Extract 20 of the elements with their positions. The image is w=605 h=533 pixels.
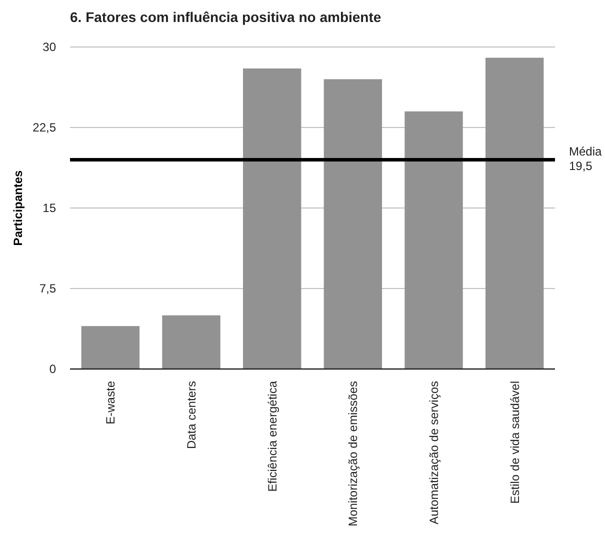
chart-title: 6. Fatores com influência positiva no ambiente (70, 9, 382, 25)
bar (485, 58, 544, 369)
y-tick-label: 15 (42, 200, 56, 215)
x-tick-label: Eficiência energética (265, 380, 280, 492)
x-tick-label: Data centers (184, 381, 198, 450)
y-tick-label: 22,5 (32, 120, 56, 134)
ref-line-label: Média 19,5 (569, 144, 602, 174)
y-tick-label: 7,5 (39, 281, 56, 296)
bar (162, 315, 220, 369)
x-tick-label: Estilo de vida saudável (508, 381, 522, 504)
y-tick-label: 0 (49, 362, 56, 376)
y-axis-title: Participantes (11, 170, 25, 246)
x-tick-label: Monitorização de emissões (346, 381, 360, 526)
y-tick-label: 30 (42, 40, 56, 54)
x-tick-label: Automatização de serviços (426, 381, 441, 524)
bar (81, 326, 140, 369)
bar (324, 79, 382, 369)
bar (404, 111, 463, 369)
bar (242, 68, 302, 369)
x-tick-label: E-waste (104, 380, 118, 424)
